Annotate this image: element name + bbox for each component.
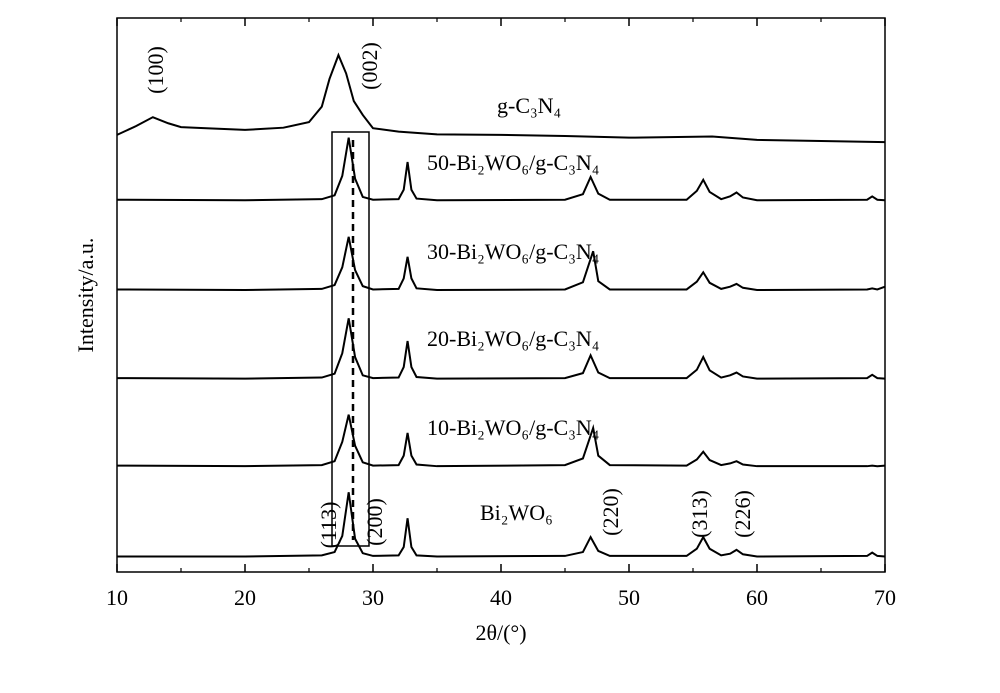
- series-label: 50-Bi₂WO₆/g-C₃N₄: [427, 150, 599, 175]
- series-line: [116, 318, 886, 380]
- x-tick-label: 60: [746, 585, 768, 610]
- highlight-box: [331, 131, 370, 547]
- series-label: 10-Bi₂WO₆/g-C₃N₄: [427, 415, 599, 440]
- peak-label: (226): [730, 490, 755, 538]
- x-tick-label: 10: [106, 585, 128, 610]
- x-tick-label: 30: [362, 585, 384, 610]
- series-line: [116, 137, 886, 202]
- series-label: Bi₂WO₆: [480, 500, 553, 525]
- x-axis-label: 2θ/(°): [475, 620, 526, 645]
- peak-label: (313): [687, 490, 712, 538]
- series-line: [116, 52, 886, 144]
- peak-label: (100): [143, 46, 168, 94]
- x-tick-label: 40: [490, 585, 512, 610]
- peak-label: (200): [362, 498, 387, 546]
- x-tick-label: 20: [234, 585, 256, 610]
- series-label: g-C₃N₄: [497, 93, 561, 118]
- x-tick-label: 70: [874, 585, 896, 610]
- peak-label: (002): [357, 42, 382, 90]
- y-axis-label: Intensity/a.u.: [73, 238, 98, 353]
- series-line: [116, 236, 886, 292]
- x-tick-label: 50: [618, 585, 640, 610]
- peak-label: (220): [598, 488, 623, 536]
- series-label: 30-Bi₂WO₆/g-C₃N₄: [427, 239, 599, 264]
- peak-label: (113): [316, 502, 341, 549]
- series-label: 20-Bi₂WO₆/g-C₃N₄: [427, 326, 599, 351]
- series-line: [117, 492, 886, 558]
- series-line: [116, 414, 886, 468]
